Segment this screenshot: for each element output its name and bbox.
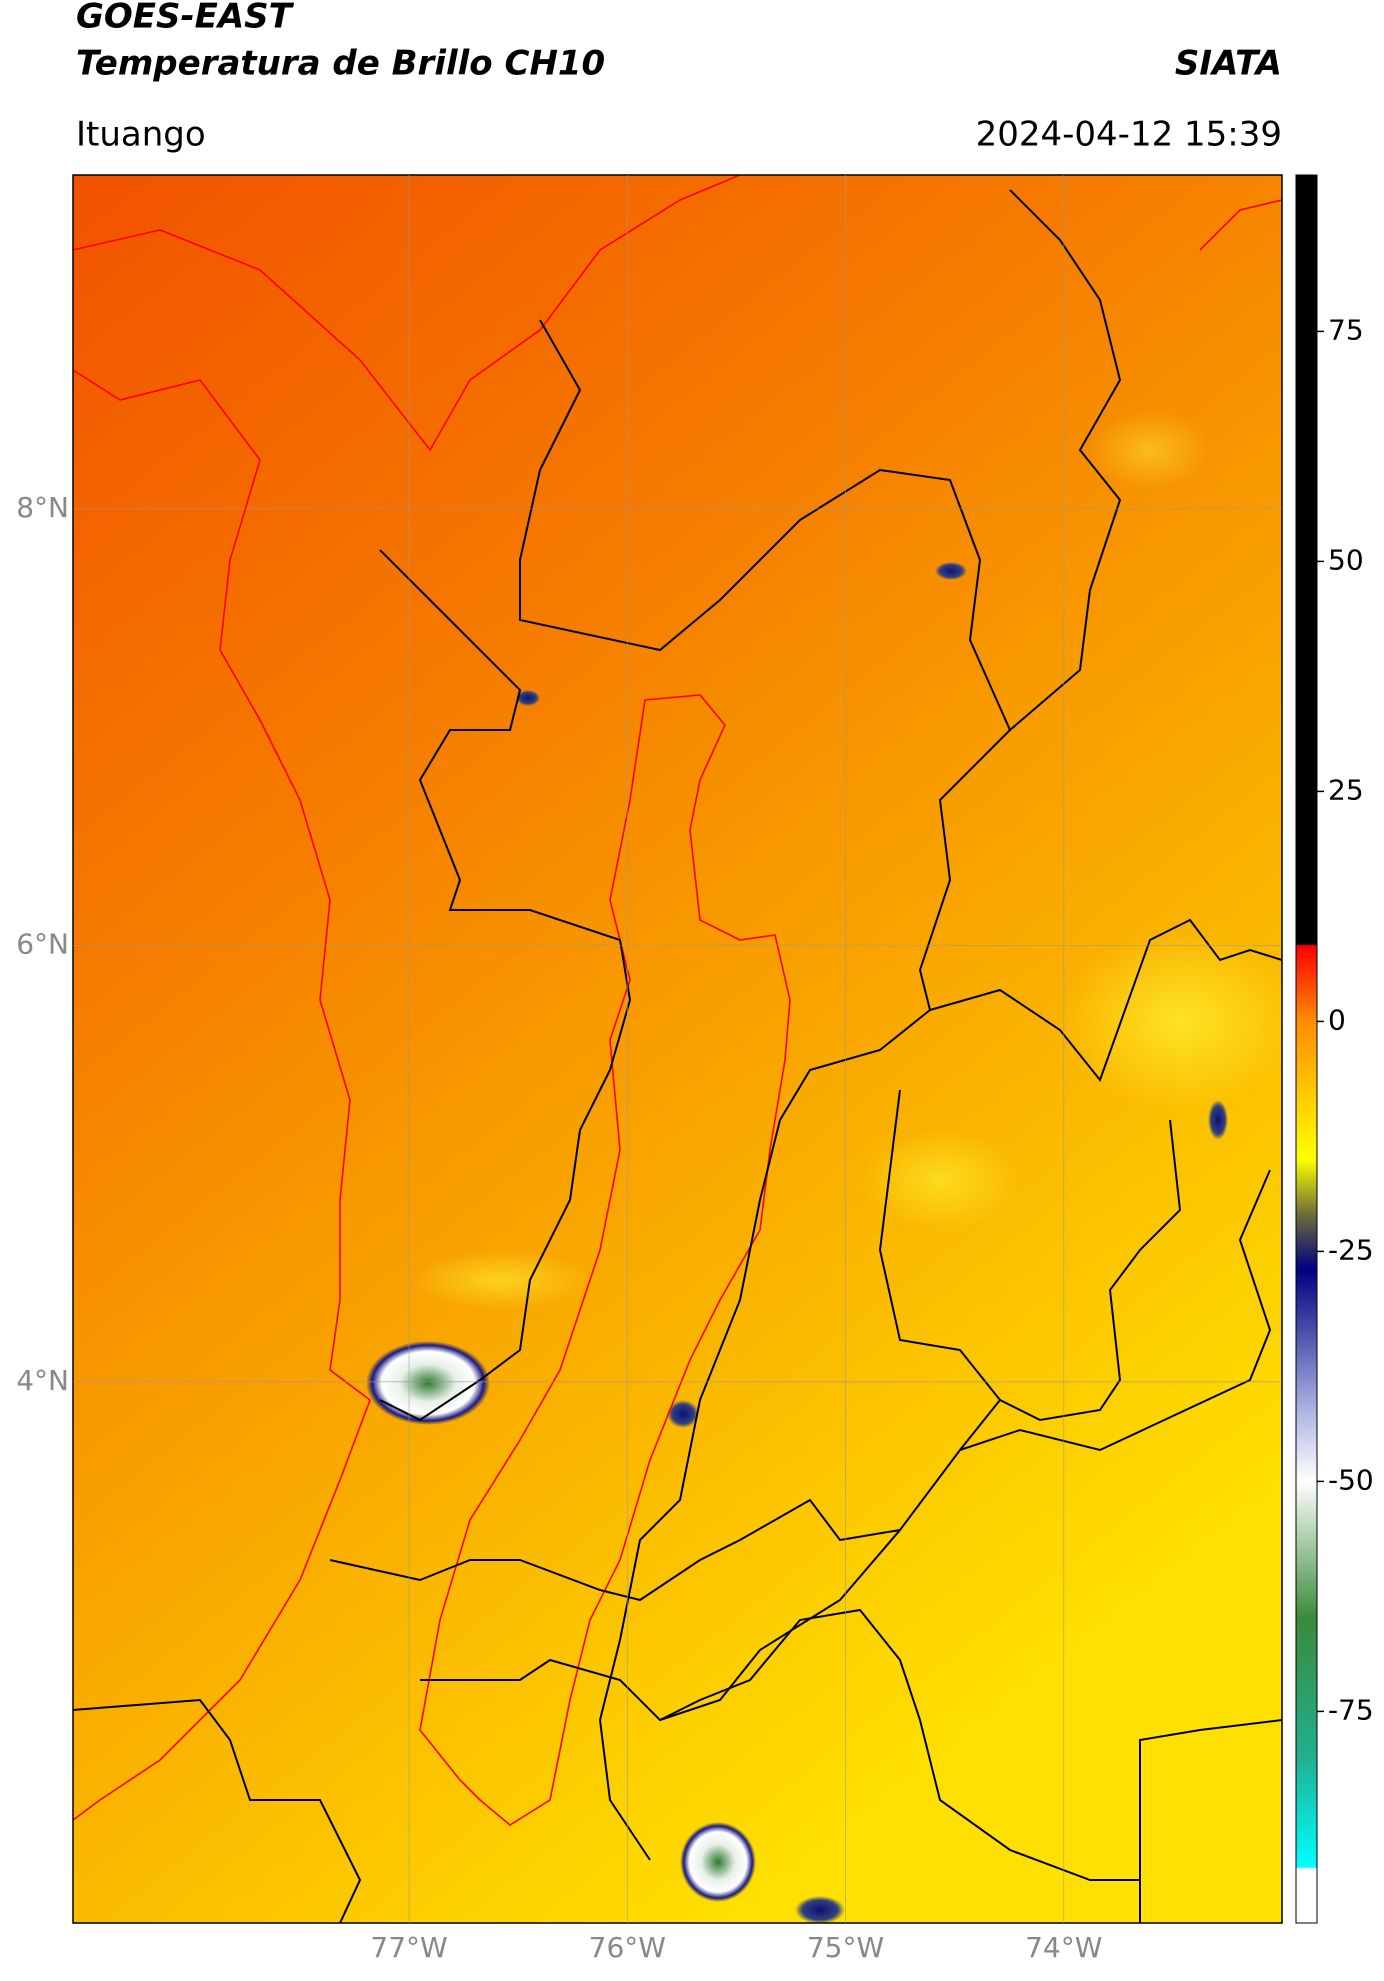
border [329,1498,901,1602]
subtitle: Temperatura de Brillo CH10 [76,44,605,84]
location: Ituango [76,115,206,155]
coastline [1199,199,1282,251]
colorbar-tick-label: 50 [1328,543,1364,576]
title: GOES-EAST [76,0,295,37]
colorbar-tick-label: 75 [1328,313,1364,346]
warm-area [1060,930,1282,1110]
warm-area [860,1130,1020,1230]
warm-area [1090,410,1210,490]
datetime: 2024-04-12 15:39 [976,115,1282,155]
map-frame [72,174,1283,1924]
cloud [1208,1100,1228,1140]
border [959,1169,1272,1452]
border [1139,1719,1282,1923]
coastline [73,369,371,1821]
cloud [667,1400,699,1428]
x-tick-label: 77°W [370,1931,447,1964]
border [929,918,1282,1083]
cloud [795,1896,845,1923]
y-tick-label: 4°N [16,1364,69,1397]
border [519,189,1122,732]
colorbar-tick-label: -50 [1328,1463,1374,1496]
department-border [419,694,791,1826]
colorbar-tick-label: -25 [1328,1233,1374,1266]
colorbar-tick-label: -75 [1328,1693,1374,1726]
colorbar [1295,174,1318,1924]
x-tick-label: 74°W [1025,1931,1102,1964]
border [379,549,632,1422]
y-tick-label: 6°N [16,927,69,960]
border [73,1698,362,1923]
x-tick-label: 76°W [589,1931,666,1964]
cloud [366,1341,490,1425]
border [999,1119,1182,1422]
cloud [680,1822,756,1902]
y-tick-label: 8°N [16,491,69,524]
warm-area [410,1250,590,1310]
cloud [935,562,967,580]
x-tick-label: 75°W [807,1931,884,1964]
colorbar-tick-label: 0 [1328,1003,1346,1036]
border [420,1608,1140,1881]
coastline [73,175,741,452]
map [73,175,1282,1923]
colorbar-tick-label: 25 [1328,773,1364,806]
border [598,729,1011,1861]
source: SIATA [1175,44,1282,84]
cloud [516,690,540,706]
